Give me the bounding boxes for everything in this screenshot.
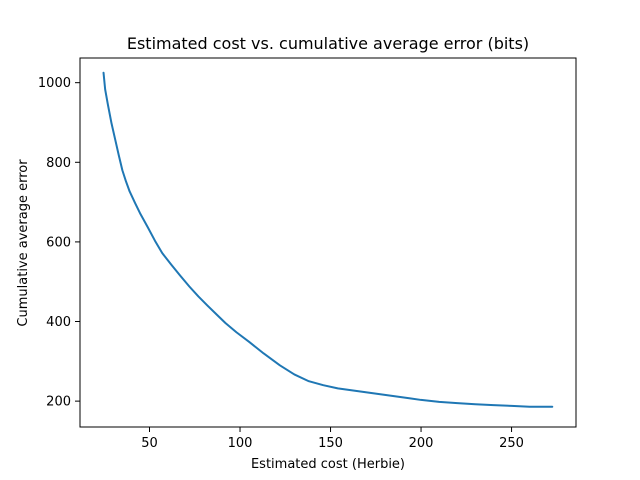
y-tick-label-200: 200 bbox=[46, 395, 71, 410]
y-tick-label-1000: 1000 bbox=[38, 76, 71, 91]
x-tick-label-50: 50 bbox=[141, 436, 158, 451]
y-tick-label-800: 800 bbox=[46, 156, 71, 171]
plot-layer: 50 100 150 200 250 200 400 600 800 1000 bbox=[38, 57, 577, 451]
x-tick-label-150: 150 bbox=[318, 436, 343, 451]
x-axis-label: Estimated cost (Herbie) bbox=[251, 457, 405, 472]
x-tick-label-200: 200 bbox=[409, 436, 434, 451]
y-tick-label-600: 600 bbox=[46, 235, 71, 250]
x-tick-label-100: 100 bbox=[228, 436, 253, 451]
y-tick-label-400: 400 bbox=[46, 315, 71, 330]
plot-frame bbox=[79, 57, 577, 428]
y-axis-label: Cumulative average error bbox=[16, 159, 31, 327]
x-tick-label-250: 250 bbox=[499, 436, 524, 451]
chart-title: Estimated cost vs. cumulative average er… bbox=[127, 34, 529, 53]
series-line-0 bbox=[102, 71, 554, 408]
